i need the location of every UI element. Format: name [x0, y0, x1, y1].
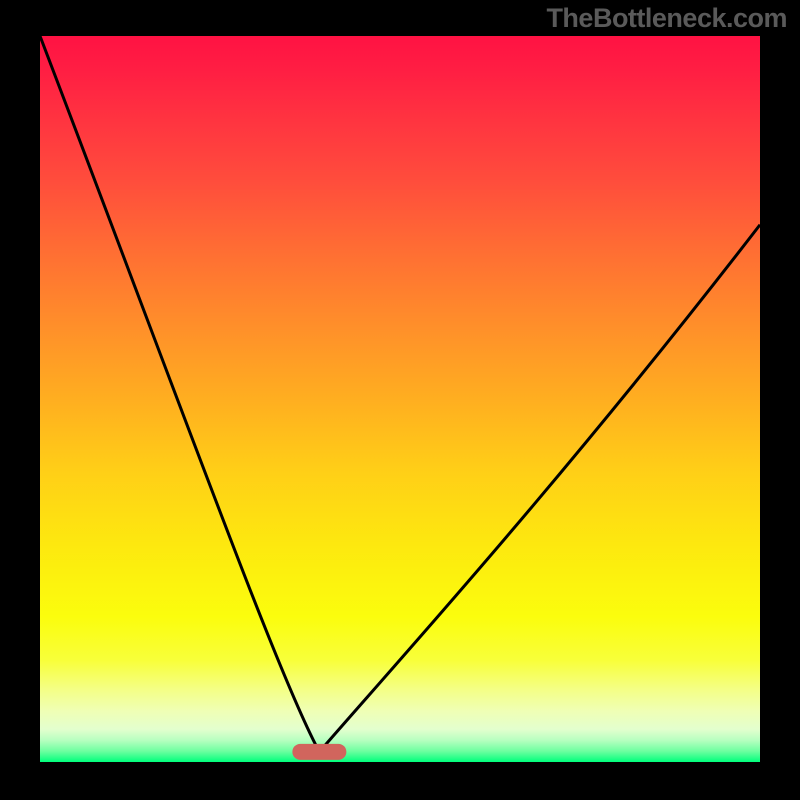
chart-svg: [0, 0, 800, 800]
plot-background: [40, 36, 760, 762]
chart-container: TheBottleneck.com: [0, 0, 800, 800]
bottleneck-marker: [292, 744, 346, 760]
watermark-text: TheBottleneck.com: [546, 3, 787, 34]
